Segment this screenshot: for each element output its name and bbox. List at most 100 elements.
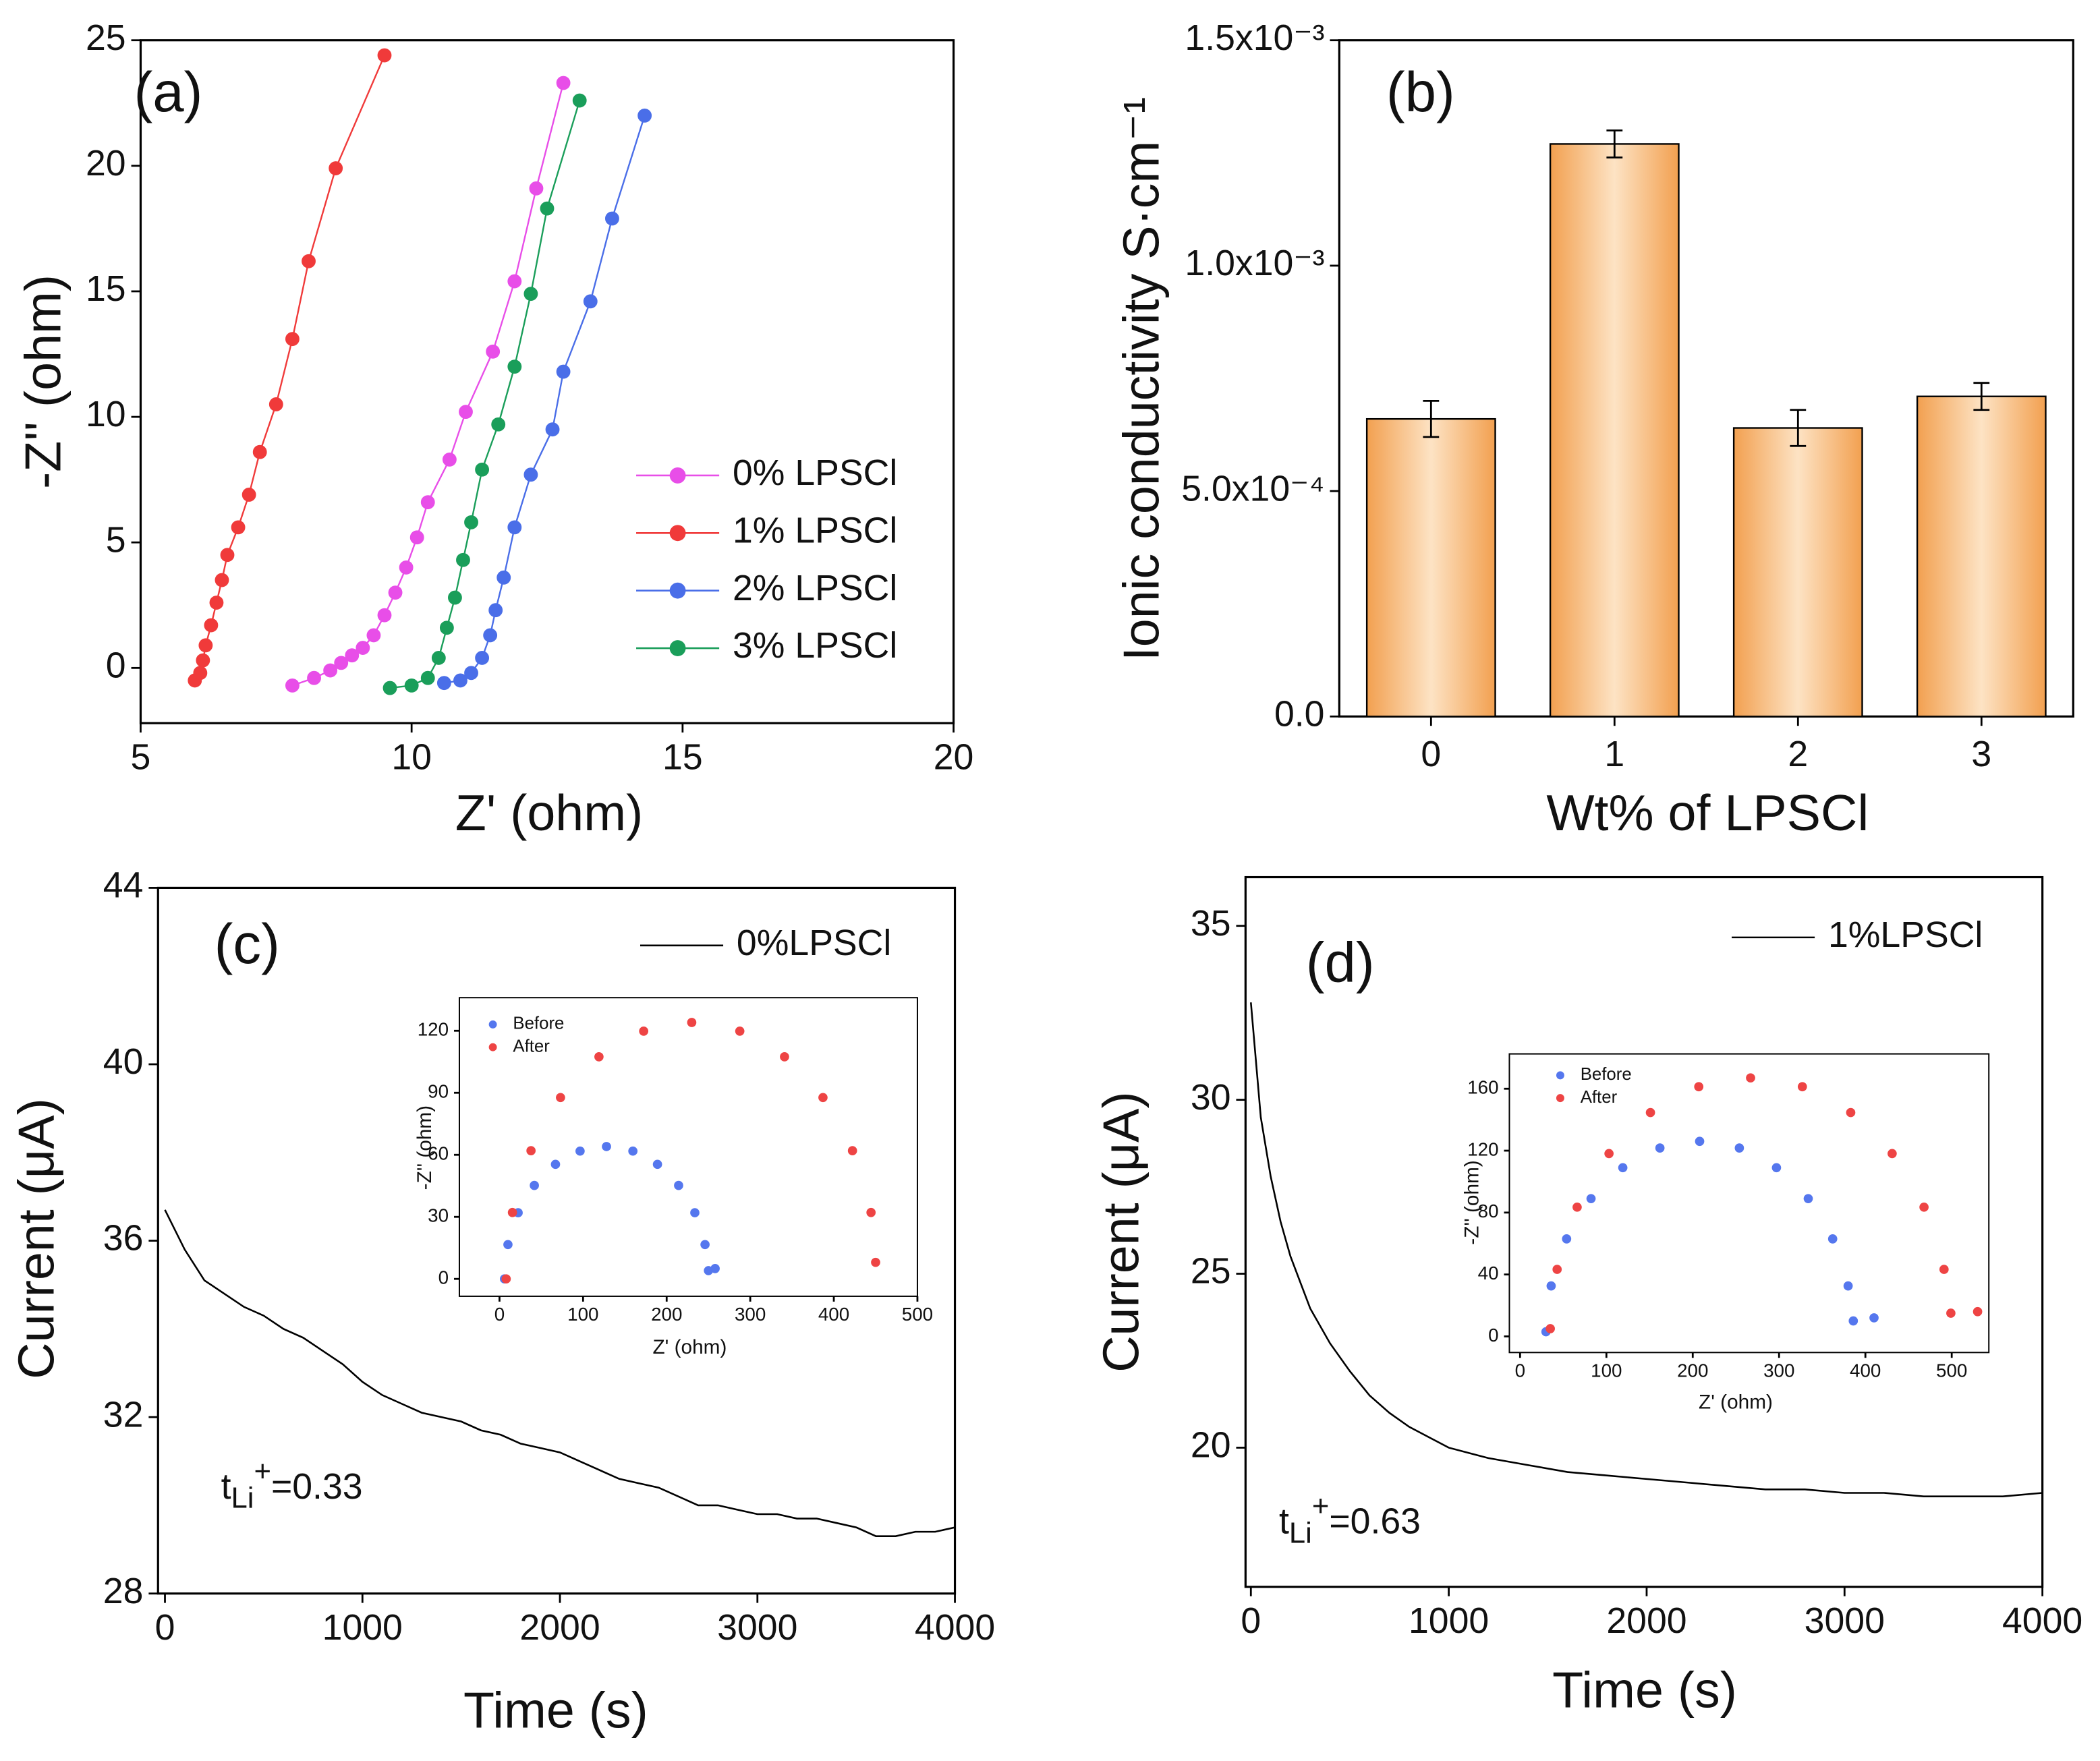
point [1827,1234,1838,1244]
legend-label: Before [1581,1065,1632,1084]
x-tick-label: 400 [818,1304,849,1325]
y-axis-label: Current (μA) [1093,1091,1150,1373]
series-line [1249,1002,2043,1497]
point [475,651,490,665]
x-tick-label: 10 [391,737,432,777]
point [252,444,267,459]
point [1939,1265,1949,1274]
point [1694,1082,1704,1092]
x-tick-label: 15 [662,737,703,777]
point [507,274,522,289]
y-tick-label: 0.0 [1274,693,1325,734]
point [285,678,300,693]
point [550,1159,561,1170]
y-tick-label: 5 [106,519,126,560]
series-line [194,55,386,681]
point [594,1052,604,1062]
point [388,585,403,600]
point [209,596,224,610]
legend-marker [669,467,686,484]
y-tick-label: 1.0x10⁻³ [1185,243,1324,283]
point [1843,1281,1853,1291]
point [1655,1143,1665,1153]
point [456,552,470,567]
point [545,422,560,437]
x-tick-label: 400 [1850,1360,1881,1381]
bar [1549,143,1680,718]
x-axis-label: Z' (ohm) [1699,1391,1773,1414]
x-tick-label: 0 [155,1607,175,1648]
y-tick-label: 20 [1191,1425,1231,1466]
y-tick-label: 120 [418,1019,449,1040]
x-axis-label: Time (s) [1552,1662,1737,1719]
annotation-part: =0.63 [1329,1501,1421,1542]
point [572,93,587,108]
point [436,676,451,691]
x-tick-label: 1 [1604,734,1624,774]
point [530,1180,539,1190]
point [507,359,522,374]
plot-frame [1508,1053,1990,1354]
legend-label: 1% LPSCl [733,510,897,550]
point [1846,1107,1856,1118]
point [193,666,208,681]
point [628,1146,638,1156]
legend-marker [488,1043,497,1051]
y-axis-label: -Z'' (ohm) [1461,1160,1483,1244]
x-tick-label: 2 [1788,734,1808,774]
x-tick-label: 300 [735,1304,766,1325]
point [496,570,511,585]
point [377,608,392,623]
point [366,628,381,643]
x-tick-label: 4000 [2002,1600,2082,1641]
point [268,397,283,411]
point [285,332,300,347]
point [1919,1202,1929,1212]
y-tick-label: 0 [1488,1325,1498,1346]
x-tick-label: 0 [494,1304,505,1325]
point [483,628,498,643]
y-axis-label: -Z'' (ohm) [14,275,71,489]
y-tick-label: 120 [1467,1138,1498,1159]
point [486,344,501,359]
point [556,76,571,90]
point [583,294,598,309]
point [420,495,435,510]
panel-label: (a) [134,61,203,123]
point [231,520,246,535]
point [526,1146,536,1155]
panel-label: (c) [215,913,280,975]
y-tick-label: 30 [428,1205,449,1226]
point [464,666,478,681]
y-tick-label: 10 [86,394,126,434]
point [439,620,454,635]
point [382,681,397,695]
point [1545,1324,1555,1333]
legend-label: 1%LPSCl [1828,915,1983,955]
point [442,452,457,467]
point [604,211,619,226]
point [475,462,490,477]
x-tick-label: 1000 [1409,1600,1489,1641]
point [302,254,316,268]
x-axis-label: Z' (ohm) [653,1336,727,1358]
y-tick-label: 40 [1478,1263,1499,1283]
point [377,48,392,63]
y-axis-label: -Z'' (ohm) [414,1105,436,1190]
point [404,678,419,693]
point [329,161,343,175]
annotation: tLi+=0.33 [221,1455,363,1515]
point [735,1027,745,1036]
annotation-part: t [221,1466,231,1507]
point [242,488,256,502]
point [204,618,219,633]
plot-frame [139,39,955,724]
point [556,1093,565,1103]
point [1946,1308,1956,1318]
x-tick-label: 5 [131,737,151,777]
point [700,1240,710,1250]
legend-marker [1556,1094,1564,1103]
point [602,1142,611,1151]
x-tick-label: 0 [1515,1360,1525,1381]
panel-label: (d) [1306,931,1375,994]
